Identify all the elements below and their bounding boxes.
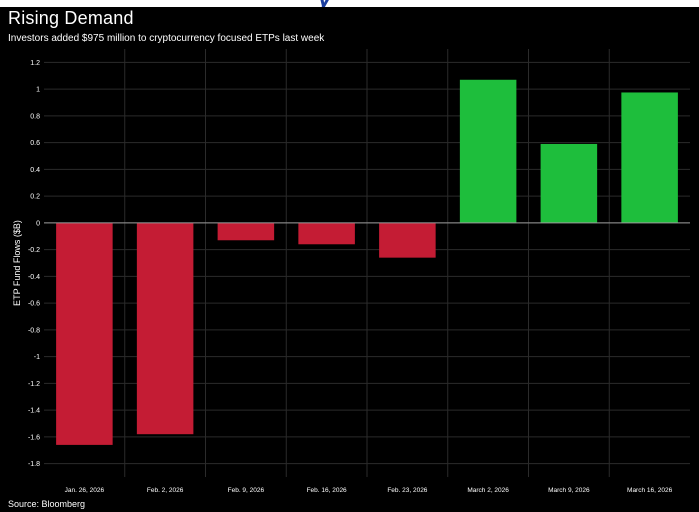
- x-tick-label: Feb. 9, 2026: [228, 487, 265, 494]
- y-tick-label: 0.8: [30, 113, 40, 120]
- bar-5: [379, 222, 436, 258]
- y-tick-label: 0.6: [30, 140, 40, 147]
- y-tick-label: -1.6: [28, 434, 40, 441]
- x-tick-label: March 9, 2026: [548, 487, 590, 494]
- y-tick-label: 0.2: [30, 194, 40, 201]
- y-tick-label: -0.4: [28, 274, 40, 281]
- y-tick-label: -0.2: [28, 247, 40, 254]
- x-tick-label: Feb. 23, 2026: [387, 487, 427, 494]
- x-tick-label: Feb. 16, 2026: [307, 487, 347, 494]
- bar-6: [459, 79, 517, 223]
- source-note: Source: Bloomberg: [8, 499, 86, 509]
- bar-8: [621, 92, 678, 223]
- y-tick-label: -1.4: [28, 408, 40, 415]
- chart-subtitle: Investors added $975 million to cryptocu…: [8, 33, 325, 44]
- banner-text: y: [318, 0, 331, 7]
- chart-title: Rising Demand: [8, 8, 134, 28]
- bar-1: [56, 222, 113, 445]
- x-tick-label: March 2, 2026: [467, 487, 509, 494]
- y-tick-label: 0: [36, 220, 40, 227]
- bar-2: [136, 222, 194, 435]
- y-tick-label: -0.6: [28, 301, 40, 308]
- bar-7: [540, 143, 598, 223]
- y-axis-label: ETP Fund Flows ($B): [12, 220, 22, 306]
- y-tick-label: -1.2: [28, 381, 40, 388]
- y-tick-label: -1.8: [28, 461, 40, 468]
- y-tick-label: 1: [36, 87, 40, 94]
- y-tick-label: -0.8: [28, 327, 40, 334]
- y-tick-label: 1.2: [30, 60, 40, 67]
- y-tick-label: 0.4: [30, 167, 40, 174]
- x-tick-label: March 16, 2026: [627, 487, 673, 494]
- bar-4: [298, 222, 355, 245]
- y-tick-label: -1: [34, 354, 40, 361]
- top-banner-strip: y: [0, 0, 699, 7]
- x-tick-label: Feb. 2, 2026: [147, 487, 184, 494]
- bar-3: [217, 222, 275, 241]
- x-tick-label: Jan. 26, 2026: [65, 487, 105, 494]
